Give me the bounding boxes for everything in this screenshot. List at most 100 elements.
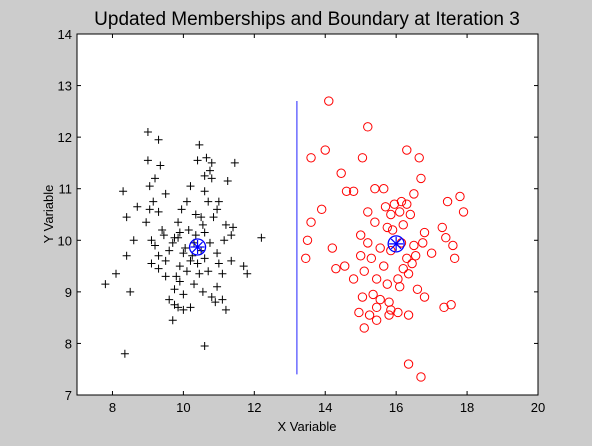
axis-tick-labels: 8 10 12 14 16 18 20 7 8 9 10 11 12 13 14 bbox=[58, 27, 546, 415]
plus-marker bbox=[227, 256, 236, 265]
plus-marker bbox=[177, 205, 186, 214]
circle-marker bbox=[387, 225, 398, 235]
circle-marker bbox=[396, 196, 407, 207]
plus-marker bbox=[133, 202, 142, 211]
plus-marker bbox=[122, 213, 131, 222]
plus-marker bbox=[213, 249, 222, 258]
circle-marker bbox=[389, 199, 400, 209]
plus-marker bbox=[200, 342, 209, 351]
plus-marker bbox=[165, 246, 174, 255]
plus-marker bbox=[214, 197, 223, 206]
circle-marker bbox=[371, 315, 382, 325]
plus-marker bbox=[179, 305, 188, 314]
plus-marker bbox=[174, 218, 183, 227]
circle-marker bbox=[412, 284, 423, 294]
circle-marker bbox=[418, 238, 428, 248]
circle-marker bbox=[359, 266, 369, 276]
plus-marker bbox=[202, 153, 211, 162]
circle-marker bbox=[402, 145, 412, 155]
circle-marker bbox=[403, 310, 414, 320]
plus-marker bbox=[179, 249, 188, 258]
plus-marker bbox=[175, 277, 184, 286]
circle-marker bbox=[301, 253, 311, 264]
plus-marker bbox=[193, 156, 202, 165]
plus-marker bbox=[154, 251, 163, 260]
plus-marker bbox=[229, 223, 238, 232]
y-axis-label: Y Variable bbox=[41, 185, 56, 244]
plus-marker bbox=[213, 282, 222, 291]
plus-marker bbox=[112, 269, 121, 278]
plus-marker bbox=[151, 174, 160, 183]
circle-marker bbox=[368, 289, 378, 300]
plot-area bbox=[76, 33, 539, 396]
plus-marker bbox=[223, 176, 232, 185]
plus-marker bbox=[149, 197, 158, 206]
circle-marker bbox=[357, 153, 368, 163]
circle-marker bbox=[306, 217, 316, 227]
plus-marker bbox=[207, 293, 216, 302]
circle-marker bbox=[441, 233, 451, 243]
circle-marker bbox=[316, 204, 327, 215]
circle-marker bbox=[379, 261, 389, 271]
circle-marker bbox=[364, 310, 375, 320]
circle-marker bbox=[386, 209, 396, 220]
x-tick-label: 18 bbox=[460, 400, 474, 415]
plus-marker bbox=[207, 158, 216, 167]
plus-marker bbox=[257, 233, 266, 242]
x-axis-label: X Variable bbox=[277, 419, 336, 434]
y-tick-label: 13 bbox=[58, 79, 72, 94]
circle-marker bbox=[341, 186, 352, 196]
plus-marker bbox=[239, 262, 248, 271]
circle-marker bbox=[331, 263, 341, 274]
plus-marker bbox=[174, 303, 183, 312]
y-tick-label: 11 bbox=[59, 182, 73, 197]
circle-marker bbox=[409, 189, 419, 199]
plus-marker bbox=[165, 295, 174, 304]
plus-marker bbox=[170, 285, 179, 294]
circle-marker bbox=[355, 230, 366, 240]
plus-marker bbox=[159, 231, 168, 240]
circle-marker bbox=[363, 207, 373, 217]
circle-marker bbox=[414, 153, 424, 163]
plus-marker bbox=[120, 349, 129, 358]
plus-marker bbox=[143, 127, 152, 136]
x-tick-label: 8 bbox=[109, 400, 116, 415]
circle-marker bbox=[306, 153, 316, 163]
circle-marker bbox=[419, 292, 430, 302]
x-tick-label: 20 bbox=[531, 400, 545, 415]
circle-marker bbox=[340, 261, 350, 271]
plus-marker bbox=[161, 189, 170, 198]
circle-marker bbox=[324, 96, 334, 106]
plus-marker bbox=[200, 187, 209, 196]
circle-marker bbox=[382, 222, 392, 233]
circle-marker bbox=[336, 168, 346, 178]
plus-marker bbox=[158, 225, 167, 234]
circle-marker bbox=[437, 222, 447, 233]
plus-marker bbox=[211, 298, 220, 307]
plus-marker bbox=[175, 262, 184, 271]
circle-marker bbox=[398, 263, 408, 274]
circle-marker bbox=[448, 240, 458, 251]
centroid-marker bbox=[188, 238, 207, 256]
plus-marker bbox=[122, 251, 131, 260]
plus-marker bbox=[220, 236, 229, 245]
circle-marker bbox=[370, 217, 380, 227]
circle-marker bbox=[402, 199, 412, 209]
plus-marker bbox=[154, 207, 163, 216]
circle-marker bbox=[442, 196, 453, 207]
plus-marker bbox=[186, 182, 195, 191]
plus-marker bbox=[151, 241, 160, 250]
circle-marker bbox=[363, 238, 373, 248]
circle-marker bbox=[410, 251, 421, 261]
circle-marker bbox=[449, 253, 460, 264]
circle-marker bbox=[426, 248, 437, 258]
x-tick-label: 10 bbox=[176, 400, 190, 415]
circle-marker bbox=[416, 372, 426, 382]
plus-marker bbox=[218, 269, 227, 278]
circle-marker bbox=[395, 282, 405, 292]
circle-marker bbox=[439, 302, 449, 313]
circle-marker bbox=[446, 300, 456, 310]
plus-marker bbox=[209, 213, 218, 222]
plus-marker bbox=[154, 135, 163, 144]
